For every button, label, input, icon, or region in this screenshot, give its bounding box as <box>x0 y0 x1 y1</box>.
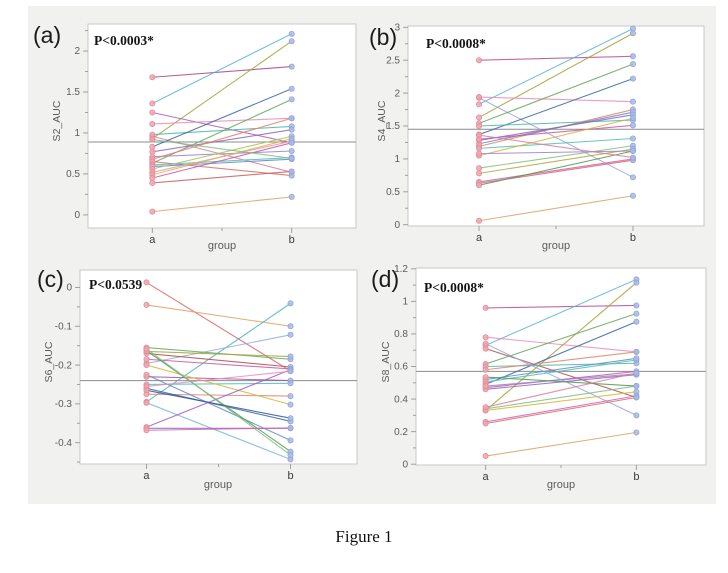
panel-c-pvalue: P<0.0539 <box>89 277 143 292</box>
panel-a-yaxis-title: S2_AUC <box>51 100 63 142</box>
panel-a-letter: (a) <box>33 22 62 48</box>
panel-d-letter: (d) <box>371 266 400 292</box>
panel-b-pvalue: P<0.0008* <box>426 36 486 51</box>
panel-b-yaxis-title: S4_AUC <box>376 100 388 142</box>
panel-c-xaxis-title: group <box>203 479 233 491</box>
panel-b-letter: (b) <box>369 24 398 50</box>
panel-c-yaxis-title: S6_AUC <box>43 341 55 383</box>
panel-c-letter: (c) <box>37 266 64 292</box>
figure-caption: Figure 1 <box>335 527 393 546</box>
panel-d-yaxis-title: S8_AUC <box>380 341 392 383</box>
panel-d-xaxis-title: group <box>546 479 576 491</box>
panel-a-xaxis-title: group <box>207 240 237 252</box>
panel-a-pvalue: P<0.0003* <box>94 33 154 48</box>
panel-d-pvalue: P<0.0008* <box>424 280 484 295</box>
panel-b-xaxis-title: group <box>541 240 571 252</box>
figure-canvas <box>28 6 716 504</box>
